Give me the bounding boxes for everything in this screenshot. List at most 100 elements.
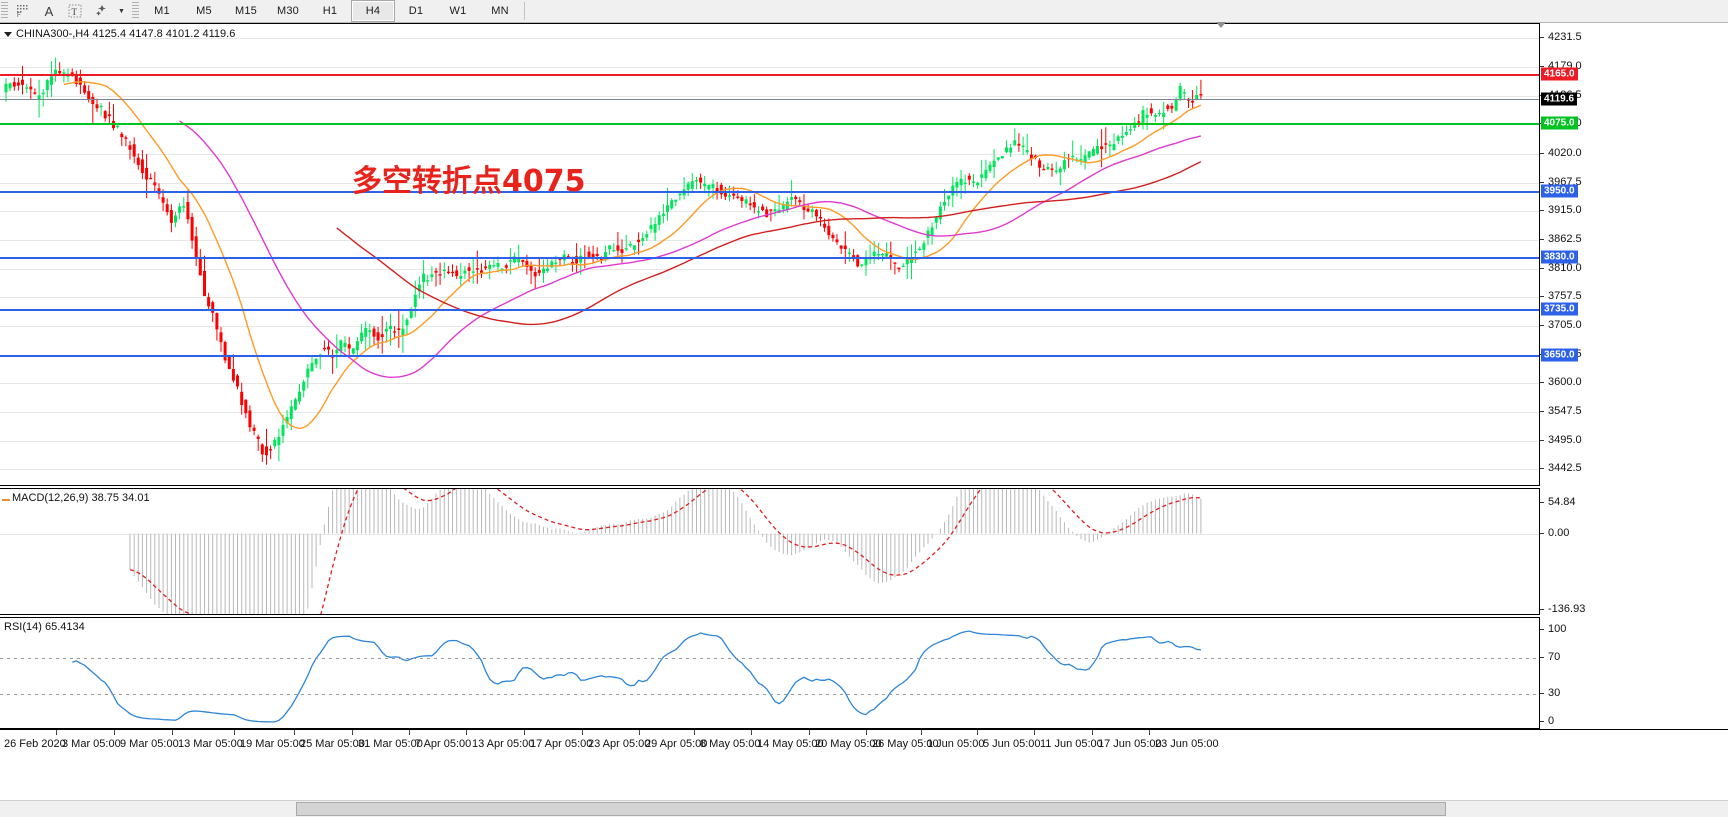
time-gridline (1149, 730, 1150, 733)
macd-legend-dash-icon (2, 499, 10, 501)
level-line-3735-0[interactable] (0, 309, 1539, 311)
level-line-4119-6[interactable] (0, 99, 1539, 100)
price-tick (1540, 37, 1544, 38)
macd-panel[interactable]: MACD(12,26,9) 38.75 34.01 (0, 488, 1539, 615)
level-line-4165-0[interactable] (0, 74, 1539, 76)
rsi-label: RSI(14) 65.4134 (4, 621, 85, 633)
time-gridline (1092, 730, 1093, 733)
time-gridline (921, 730, 922, 733)
price-tag-last-price-4119.6[interactable]: 4119.6 (1541, 92, 1577, 105)
chart-area[interactable]: CHINA300-,H4 4125.4 4147.8 4101.2 4119.6… (0, 23, 1728, 793)
rsi-overbought-line (0, 658, 1539, 659)
level-line-3950-0[interactable] (0, 191, 1539, 193)
price-axis-label: 3547.5 (1548, 405, 1582, 417)
price-tick (1540, 153, 1544, 154)
macd-histogram (130, 489, 1202, 614)
timeframe-w1[interactable]: W1 (437, 1, 479, 21)
price-tick (1540, 182, 1544, 183)
time-gridline (409, 730, 410, 733)
level-line-4075-0[interactable] (0, 123, 1539, 125)
svg-text:T: T (72, 7, 78, 17)
text-box-icon[interactable]: T (62, 1, 88, 21)
macd-axis-label: -136.93 (1548, 603, 1585, 615)
price-tick (1540, 382, 1544, 383)
price-axis-label: 3705.0 (1548, 319, 1582, 331)
time-axis-label: 7 Apr 05:00 (415, 738, 471, 750)
price-candlestick-svg (0, 24, 1539, 485)
level-line-3650-0[interactable] (0, 355, 1539, 357)
time-gridline (524, 730, 525, 733)
timeframe-m30[interactable]: M30 (267, 1, 309, 21)
macd-tick (1540, 609, 1544, 610)
time-axis-label: 5 Jun 05:00 (983, 738, 1041, 750)
scrollbar-thumb[interactable] (296, 802, 1446, 816)
timeframe-mn[interactable]: MN (479, 1, 521, 21)
timeframe-group-grip[interactable] (132, 2, 139, 20)
price-tick (1540, 325, 1544, 326)
timeframe-h4[interactable]: H4 (351, 0, 395, 22)
rsi-tick (1540, 693, 1544, 694)
time-axis-label: 29 Apr 05:00 (645, 738, 707, 750)
time-axis-label: 17 Apr 05:00 (530, 738, 592, 750)
horizontal-scrollbar[interactable] (0, 800, 1728, 817)
macd-axis-label: 54.84 (1548, 496, 1576, 508)
crosshair-f-icon[interactable]: F (10, 1, 36, 21)
macd-label: MACD(12,26,9) 38.75 34.01 (12, 492, 150, 504)
time-axis-label: 23 Apr 05:00 (588, 738, 650, 750)
toolbar-grip-handle[interactable] (1, 2, 8, 20)
macd-zero-gridline (0, 534, 1539, 535)
level-line-3830-0[interactable] (0, 257, 1539, 259)
price-tick (1540, 210, 1544, 211)
objects-list-icon[interactable] (88, 1, 114, 21)
objects-dropdown-arrow-icon[interactable]: ▼ (114, 1, 128, 21)
price-axis-label: 3495.0 (1548, 434, 1582, 446)
text-a-icon[interactable]: A (36, 1, 62, 21)
macd-signal-line (130, 489, 1201, 614)
price-axis-label: 4020.0 (1548, 147, 1582, 159)
time-gridline (582, 730, 583, 733)
price-tag-level-3830[interactable]: 3830.0 (1541, 250, 1578, 263)
collapse-caret-icon[interactable] (4, 32, 12, 37)
price-tag-resistance-4165[interactable]: 4165.0 (1541, 67, 1578, 80)
price-axis-label: 3810.0 (1548, 262, 1582, 274)
rsi-tick (1540, 629, 1544, 630)
time-gridline (56, 730, 57, 733)
price-tag-level-3650[interactable]: 3650.0 (1541, 348, 1578, 361)
time-gridline (809, 730, 810, 733)
rsi-axis-label: 100 (1548, 623, 1566, 635)
time-axis-label: 17 Jun 05:00 (1098, 738, 1162, 750)
timeframe-m15[interactable]: M15 (225, 1, 267, 21)
price-series-layer (0, 24, 1539, 485)
time-axis-label: 25 Mar 05:00 (300, 738, 365, 750)
timeframe-h1[interactable]: H1 (309, 1, 351, 21)
timeframe-m5[interactable]: M5 (183, 1, 225, 21)
time-gridline (639, 730, 640, 733)
time-axis-label: 3 Mar 05:00 (62, 738, 121, 750)
time-gridline (466, 730, 467, 733)
price-panel[interactable]: CHINA300-,H4 4125.4 4147.8 4101.2 4119.6… (0, 23, 1539, 486)
time-axis-label: 19 Mar 05:00 (240, 738, 305, 750)
rsi-panel[interactable]: RSI(14) 65.4134 (0, 617, 1539, 729)
price-tag-level-3735[interactable]: 3735.0 (1541, 302, 1578, 315)
price-axis-label: 4231.5 (1548, 31, 1582, 43)
time-axis-label: 26 Feb 2020 (4, 738, 66, 750)
timeframe-d1[interactable]: D1 (395, 1, 437, 21)
time-axis-label: 1 Jun 05:00 (927, 738, 985, 750)
chart-annotation: 多空转折点4075 (352, 156, 586, 200)
rsi-tick (1540, 657, 1544, 658)
time-axis-label: 8 May 05:00 (700, 738, 761, 750)
price-axis[interactable]: 4231.54179.04126.54074.04020.03967.53915… (1539, 23, 1728, 486)
time-gridline (694, 730, 695, 733)
price-tag-support-4075[interactable]: 4075.0 (1541, 116, 1578, 129)
price-tick (1540, 239, 1544, 240)
time-axis-label: 9 Mar 05:00 (120, 738, 179, 750)
rsi-axis-label: 70 (1548, 651, 1560, 663)
timeframe-m1[interactable]: M1 (141, 1, 183, 21)
time-gridline (172, 730, 173, 733)
price-tag-level-3950[interactable]: 3950.0 (1541, 185, 1578, 198)
